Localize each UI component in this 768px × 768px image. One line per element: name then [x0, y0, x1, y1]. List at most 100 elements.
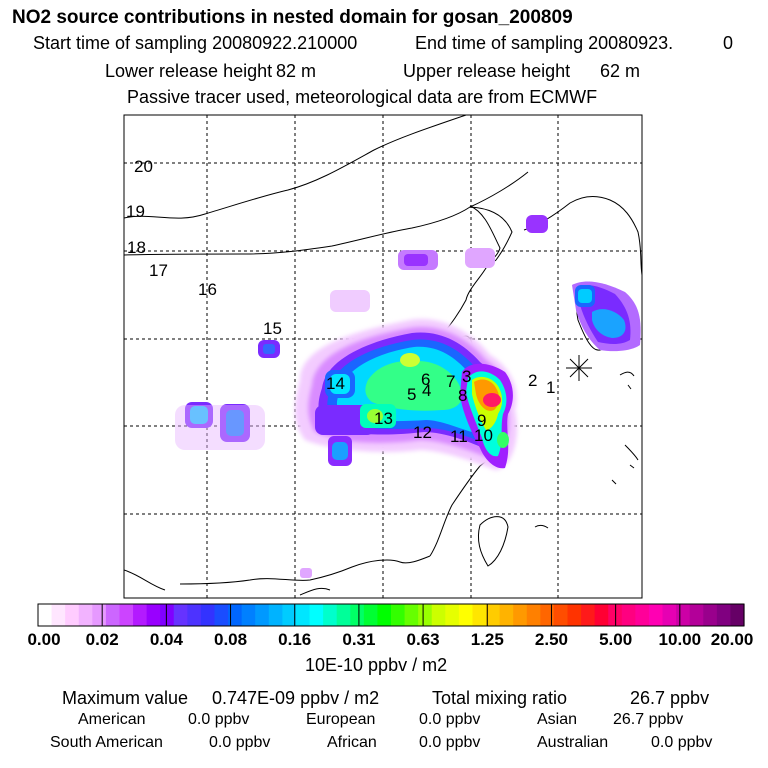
region-value: 26.7 ppbv: [613, 711, 684, 728]
colorbar-cell: [553, 604, 569, 626]
colorbar-cell: [133, 604, 148, 626]
lower-height-value: 82 m: [276, 61, 317, 81]
receptor-marker: [566, 355, 592, 381]
colorbar-cell: [431, 604, 446, 626]
colorbar-cell: [255, 604, 270, 626]
colorbar-cell: [689, 604, 704, 626]
point-label: 8: [458, 386, 467, 405]
point-label: 18: [127, 238, 146, 257]
colorbar-units: 10E-10 ppbv / m2: [305, 655, 448, 675]
colorbar-cell: [730, 604, 745, 626]
point-label: 12: [413, 423, 432, 442]
max-value-label: Maximum value: [62, 688, 189, 708]
colorbar-cell: [526, 604, 541, 626]
region-name: South American: [50, 734, 163, 751]
region-value: 0.0 ppbv: [188, 711, 250, 728]
colorbar-cell: [540, 604, 555, 626]
colorbar: [37, 603, 745, 627]
gridlines: [124, 115, 642, 598]
point-label: 4: [422, 381, 431, 400]
colorbar-cell: [38, 604, 53, 626]
colorbar-ticks: [37, 604, 745, 626]
point-label: 7: [446, 372, 455, 391]
colorbar-cell: [119, 604, 134, 626]
colorbar-cell: [105, 604, 121, 626]
lower-height-label: Lower release height: [105, 61, 273, 81]
colorbar-cell: [513, 604, 528, 626]
colorbar-cell: [486, 604, 501, 626]
concentration-field: [175, 215, 641, 578]
point-label: 14: [326, 374, 345, 393]
colorbar-cell: [200, 604, 216, 626]
region-value: 0.0 ppbv: [419, 734, 481, 751]
colorbar-cell: [716, 604, 732, 626]
point-labels: 1 2 3 4 5 6 7 8 9 10 11 12 13 14 15 16 1…: [126, 157, 555, 446]
colorbar-tick-label: 5.00: [599, 630, 633, 649]
colorbar-cell: [391, 604, 406, 626]
colorbar-cell: [295, 604, 311, 626]
point-label: 11: [450, 427, 468, 446]
region-name: African: [327, 734, 377, 751]
colorbar-cell: [594, 604, 609, 626]
colorbar-cell: [567, 604, 582, 626]
map-frame: [123, 114, 643, 599]
total-mixing-value: 26.7 ppbv: [630, 688, 710, 708]
end-time: End time of sampling 20080923.: [415, 33, 674, 53]
point-label: 2: [528, 371, 537, 390]
colorbar-cell: [336, 604, 351, 626]
region-value: 0.0 ppbv: [209, 734, 271, 751]
region-value: 0.0 ppbv: [419, 711, 481, 728]
colorbar-cell: [65, 604, 80, 626]
colorbar-cell: [662, 604, 677, 626]
colorbar-cell: [282, 604, 297, 626]
colorbar-cell: [418, 604, 433, 626]
colorbar-cell: [146, 604, 161, 626]
colorbar-cell: [268, 604, 283, 626]
total-mixing-label: Total mixing ratio: [432, 688, 568, 708]
colorbar-cell: [404, 604, 419, 626]
colorbar-cell: [635, 604, 650, 626]
max-value: 0.747E-09 ppbv / m2: [212, 688, 380, 708]
upper-height-value: 62 m: [600, 61, 641, 81]
colorbar-cell: [703, 604, 718, 626]
colorbar-cell: [323, 604, 338, 626]
colorbar-cell: [173, 604, 188, 626]
point-label: 15: [263, 319, 282, 338]
colorbar-cell: [187, 604, 202, 626]
point-label: 17: [149, 261, 168, 280]
colorbar-cell: [458, 604, 474, 626]
point-label: 9: [477, 411, 486, 430]
colorbar-cell: [621, 604, 636, 626]
colorbar-cell: [472, 604, 487, 626]
colorbar-cell: [241, 604, 256, 626]
page-title: NO2 source contributions in nested domai…: [12, 7, 573, 28]
colorbar-cell: [648, 604, 664, 626]
colorbar-cell: [78, 604, 93, 626]
point-label: 3: [462, 367, 471, 386]
colorbar-cell: [676, 604, 691, 626]
region-name: American: [78, 711, 146, 728]
colorbar-cell: [350, 604, 365, 626]
region-name: European: [306, 711, 376, 728]
colorbar-tick-label: 0.00: [27, 630, 61, 649]
point-label: 5: [407, 385, 416, 404]
colorbar-cell: [309, 604, 324, 626]
colorbar-tick-label: 0.31: [342, 630, 376, 649]
colorbar-cell: [363, 604, 379, 626]
colorbar-tick-label: 1.25: [470, 630, 504, 649]
colorbar-cells: [38, 604, 745, 626]
point-label: 13: [374, 409, 393, 428]
colorbar-tick-label: 20.00: [710, 630, 754, 649]
colorbar-tick-label: 2.50: [534, 630, 568, 649]
colorbar-tick-label: 0.16: [278, 630, 312, 649]
colorbar-cell: [214, 604, 229, 626]
colorbar-cell: [160, 604, 175, 626]
point-label: 20: [134, 157, 153, 176]
point-label: 10: [474, 426, 493, 445]
colorbar-tick-label: 0.04: [149, 630, 183, 649]
end-time-value: 0: [723, 33, 734, 53]
colorbar-cell: [51, 604, 66, 626]
tracer-note: Passive tracer used, meteorological data…: [127, 87, 598, 107]
region-name: Australian: [537, 734, 609, 751]
